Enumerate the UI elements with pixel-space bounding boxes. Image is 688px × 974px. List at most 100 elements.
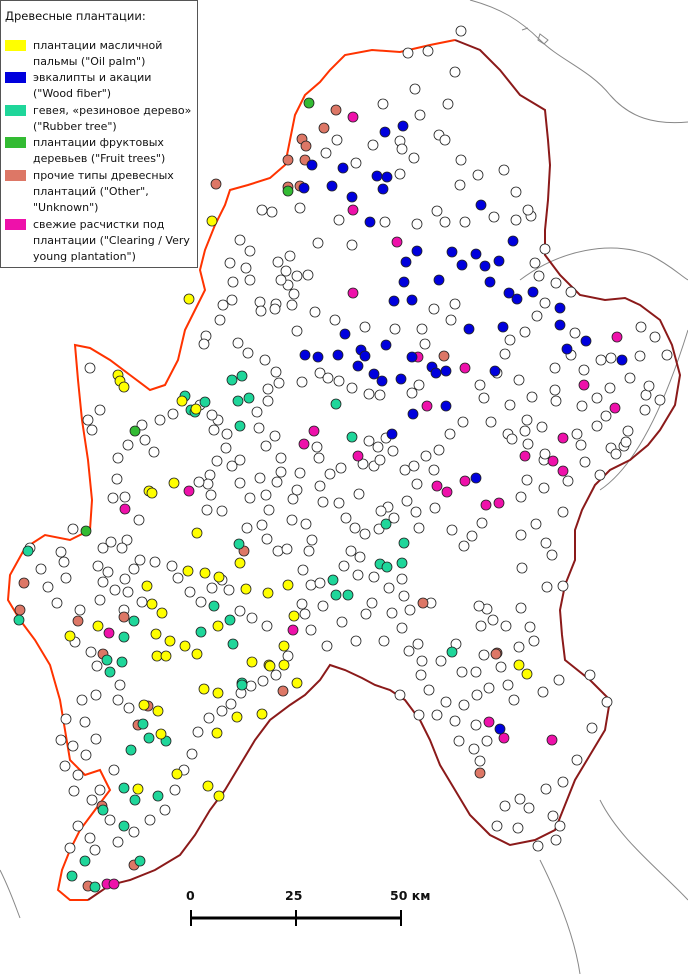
point-clearing <box>547 455 559 467</box>
point-none <box>193 476 205 488</box>
point-none <box>353 488 365 500</box>
legend-swatch-rubber <box>5 105 26 116</box>
point-none <box>516 562 528 574</box>
point-none <box>458 540 470 552</box>
point-none <box>216 505 228 517</box>
point-wood-fiber <box>580 335 592 347</box>
point-none <box>217 299 229 311</box>
point-none <box>515 529 527 541</box>
point-none <box>510 214 522 226</box>
point-rubber <box>381 561 393 573</box>
point-none <box>368 571 380 583</box>
point-none <box>322 372 334 384</box>
point-none <box>297 564 309 576</box>
point-none <box>254 472 266 484</box>
point-none <box>455 25 467 37</box>
point-none <box>74 604 86 616</box>
point-oil-palm <box>156 607 168 619</box>
point-none <box>396 143 408 155</box>
point-none <box>111 473 123 485</box>
scale-bar: 0 25 50 км <box>186 888 430 926</box>
point-none <box>286 299 298 311</box>
point-none <box>317 600 329 612</box>
point-none <box>499 800 511 812</box>
point-none <box>72 769 84 781</box>
point-none <box>42 581 54 593</box>
point-rubber <box>236 370 248 382</box>
point-oil-palm <box>64 630 76 642</box>
point-wood-fiber <box>380 339 392 351</box>
point-none <box>519 326 531 338</box>
point-rubber <box>232 395 244 407</box>
legend-swatch-wood-fiber <box>5 72 26 83</box>
point-none <box>314 480 326 492</box>
point-other <box>277 685 289 697</box>
point-clearing <box>352 450 364 462</box>
point-none <box>76 694 88 706</box>
point-none <box>254 296 266 308</box>
point-rubber <box>233 538 245 550</box>
plantation-points <box>13 25 673 893</box>
point-none <box>136 596 148 608</box>
point-rubber <box>129 794 141 806</box>
point-none <box>122 586 134 598</box>
point-rubber <box>243 392 255 404</box>
point-none <box>377 98 389 110</box>
point-rubber <box>199 396 211 408</box>
point-none <box>374 454 386 466</box>
point-oil-palm <box>141 580 153 592</box>
point-none <box>435 655 447 667</box>
point-none <box>408 460 420 472</box>
point-none <box>270 366 282 378</box>
point-none <box>423 684 435 696</box>
point-none <box>366 597 378 609</box>
point-none <box>275 274 287 286</box>
point-none <box>251 406 263 418</box>
point-none <box>515 602 527 614</box>
point-none <box>262 383 274 395</box>
point-none <box>270 669 282 681</box>
point-rubber <box>327 574 339 586</box>
boundary-inland <box>87 39 682 901</box>
point-none <box>537 686 549 698</box>
point-clearing <box>459 362 471 374</box>
point-oil-palm <box>155 728 167 740</box>
point-none <box>409 83 421 95</box>
point-none <box>591 420 603 432</box>
point-none <box>338 560 350 572</box>
point-none <box>360 608 372 620</box>
legend-title: Древесные плантации: <box>5 9 146 23</box>
point-none <box>350 635 362 647</box>
point-oil-palm <box>152 705 164 717</box>
point-none <box>550 277 562 289</box>
point-none <box>333 375 345 387</box>
point-oil-palm <box>179 640 191 652</box>
point-none <box>458 699 470 711</box>
point-none <box>367 139 379 151</box>
point-none <box>119 573 131 585</box>
point-none <box>474 379 486 391</box>
point-rubber <box>137 718 149 730</box>
point-none <box>485 416 497 428</box>
point-none <box>302 269 314 281</box>
point-none <box>605 352 617 364</box>
point-none <box>594 469 606 481</box>
legend-label-fruit: плантации фруктовых деревьев ("Fruit tre… <box>33 136 166 165</box>
point-wood-fiber <box>440 400 452 412</box>
point-none <box>624 372 636 384</box>
point-rubber <box>346 431 358 443</box>
point-none <box>273 377 285 389</box>
legend-swatch-fruit <box>5 137 26 148</box>
point-clearing <box>557 432 569 444</box>
point-clearing <box>609 402 621 414</box>
point-none <box>234 454 246 466</box>
point-wood-fiber <box>298 182 310 194</box>
point-none <box>412 638 424 650</box>
point-none <box>280 265 292 277</box>
point-clearing <box>298 438 310 450</box>
point-none <box>402 47 414 59</box>
point-none <box>571 428 583 440</box>
point-none <box>269 430 281 442</box>
point-other <box>474 767 486 779</box>
point-none <box>478 649 490 661</box>
